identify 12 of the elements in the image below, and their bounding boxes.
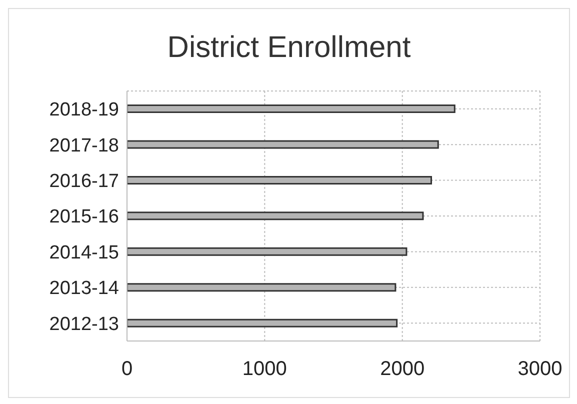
y-tick-label: 2012-13 [49, 314, 119, 335]
y-tick-label: 2017-18 [49, 135, 119, 156]
y-tick-label: 2018-19 [49, 100, 119, 121]
y-tick-label: 2014-15 [49, 242, 119, 264]
y-tick-label: 2016-17 [49, 171, 119, 192]
x-tick-label: 1000 [242, 358, 287, 380]
x-tick-label: 0 [121, 358, 133, 380]
y-tick-label: 2013-14 [49, 278, 120, 300]
y-tick-label: 2015-16 [49, 206, 119, 228]
x-tick-label: 2000 [380, 358, 425, 380]
x-tick-label: 3000 [518, 358, 562, 380]
chart-title: District Enrollment [166, 30, 412, 66]
